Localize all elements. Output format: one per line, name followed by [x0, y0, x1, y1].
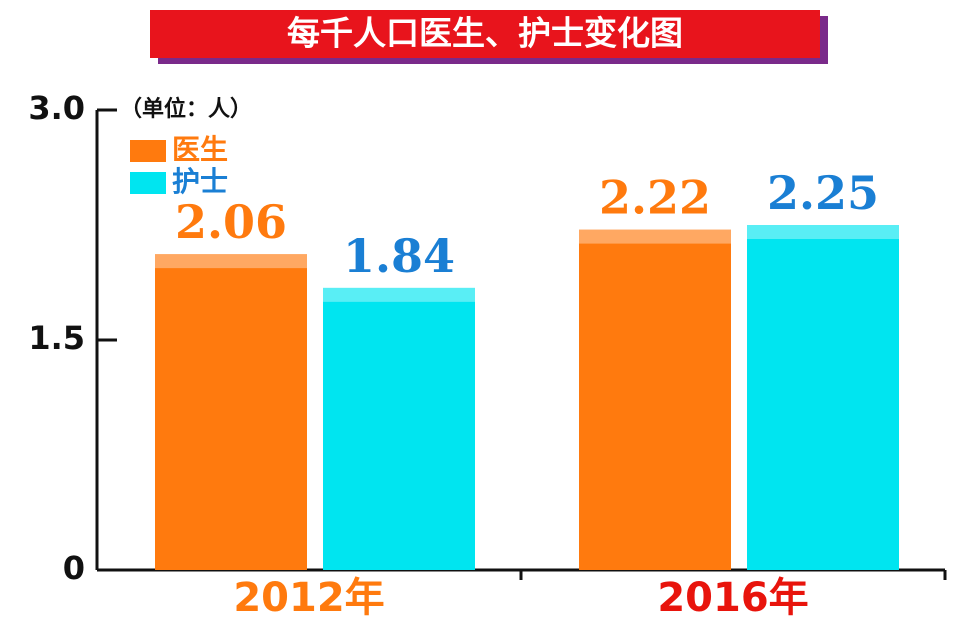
y-tick-label: 3.0: [28, 89, 85, 127]
title-banner: [150, 10, 820, 58]
y-tick-label: 0: [63, 549, 85, 587]
value-label: 2.25: [767, 166, 879, 220]
x-tick-label: 2012年: [233, 575, 384, 621]
bar: [323, 287, 475, 570]
legend-label: 医生: [172, 133, 228, 166]
y-tick-label: 1.5: [28, 319, 85, 357]
chart-title: 每千人口医生、护士变化图: [287, 14, 683, 53]
unit-label: （单位：人）: [120, 96, 252, 122]
bar-highlight: [323, 287, 475, 302]
bar: [579, 229, 731, 570]
bar-highlight: [747, 225, 899, 239]
legend-label: 护士: [172, 165, 228, 198]
value-label: 2.22: [599, 171, 711, 225]
legend-swatch: [130, 172, 166, 194]
bar: [747, 225, 899, 570]
x-tick-label: 2016年: [657, 575, 808, 621]
bar: [155, 254, 307, 570]
legend-swatch: [130, 140, 166, 162]
value-label: 1.84: [343, 229, 455, 283]
value-label: 2.06: [175, 195, 287, 249]
bar-highlight: [579, 229, 731, 244]
bar-highlight: [155, 254, 307, 269]
